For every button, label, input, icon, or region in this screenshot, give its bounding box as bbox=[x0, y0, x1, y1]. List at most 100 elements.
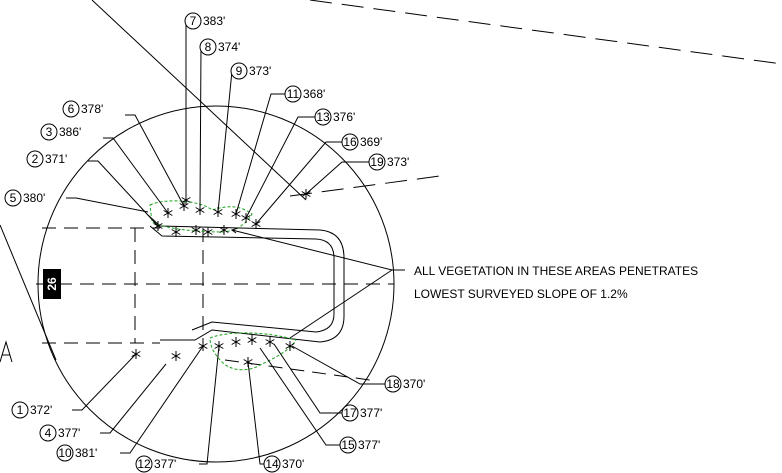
callout-circle-13 bbox=[314, 108, 332, 126]
callout-number-14: 14 bbox=[265, 457, 279, 471]
callout-15: 15 377' bbox=[339, 436, 380, 454]
callout-number-1: 1 bbox=[17, 403, 24, 417]
callout-16: 16 369' bbox=[341, 133, 382, 151]
callout-number-8: 8 bbox=[205, 40, 212, 54]
callout-elevation-16: 369' bbox=[360, 135, 382, 149]
callout-elevation-8: 374' bbox=[218, 40, 240, 54]
callout-number-16: 16 bbox=[343, 135, 357, 149]
callout-number-3: 3 bbox=[46, 125, 53, 139]
obstruction-marker bbox=[213, 207, 223, 217]
elevation-callouts: 7 383' 8 374' 9 373' 11 368' 1 3 376' 16 369' 19 373' 6… bbox=[4, 12, 425, 473]
callout-number-6: 6 bbox=[68, 102, 75, 116]
leader-line-16 bbox=[255, 141, 343, 225]
runway-number-box bbox=[43, 269, 61, 299]
leader-line-15 bbox=[259, 347, 341, 446]
callout-14: 14 370' bbox=[263, 455, 304, 473]
callout-circle-12 bbox=[135, 455, 153, 473]
vegetation-area-south bbox=[209, 332, 297, 371]
obstruction-marker bbox=[195, 205, 205, 215]
callout-7: 7 383' bbox=[184, 12, 225, 30]
callout-number-12: 12 bbox=[137, 457, 151, 471]
obstruction-marker bbox=[301, 189, 311, 199]
note-leader-north bbox=[231, 229, 405, 271]
callout-number-5: 5 bbox=[10, 191, 17, 205]
vegetation-note-line1: ALL VEGETATION IN THESE AREAS PENETRATES bbox=[414, 264, 698, 278]
callout-circle-14 bbox=[263, 455, 281, 473]
leader-line-19 bbox=[305, 161, 370, 195]
callout-elevation-15: 377' bbox=[358, 438, 380, 452]
callout-circle-15 bbox=[339, 436, 357, 454]
callout-elevation-4: 377' bbox=[58, 426, 80, 440]
callout-circle-1 bbox=[11, 401, 29, 419]
obstruction-marker bbox=[179, 201, 189, 211]
obstruction-marker bbox=[163, 208, 173, 218]
callout-9: 9 373' bbox=[230, 62, 271, 80]
runway-number: 26 bbox=[45, 277, 59, 291]
obstruction-marker bbox=[171, 351, 181, 361]
note-leader-south bbox=[289, 269, 393, 339]
leader-line-12 bbox=[199, 345, 220, 465]
callout-circle-18 bbox=[384, 375, 402, 393]
callout-number-18: 18 bbox=[386, 377, 400, 391]
callout-circle-10 bbox=[56, 444, 74, 462]
leader-line-8 bbox=[199, 46, 202, 211]
obstruction-marker bbox=[131, 349, 141, 359]
callout-circle-17 bbox=[341, 404, 359, 422]
callout-number-15: 15 bbox=[341, 438, 355, 452]
leader-line-14 bbox=[247, 361, 265, 465]
callout-elevation-2: 371' bbox=[45, 152, 67, 166]
leader-line-3 bbox=[103, 137, 169, 214]
callout-elevation-12: 377' bbox=[154, 457, 176, 471]
callout-circle-7 bbox=[184, 12, 202, 30]
obstruction-marker bbox=[231, 209, 241, 219]
leader-line-6 bbox=[125, 114, 185, 207]
callout-3: 3 386' bbox=[40, 123, 81, 141]
callout-circle-5 bbox=[4, 189, 22, 207]
obstruction-marker bbox=[171, 227, 181, 237]
callout-elevation-10: 381' bbox=[75, 446, 97, 460]
leader-line-17 bbox=[273, 343, 343, 414]
callout-6: 6 378' bbox=[62, 100, 103, 118]
callout-elevation-1: 372' bbox=[30, 403, 52, 417]
obstruction-marker bbox=[198, 341, 208, 351]
callout-circle-11 bbox=[284, 85, 302, 103]
leader-line-9 bbox=[217, 70, 233, 213]
callout-1: 1 372' bbox=[11, 401, 52, 419]
obstruction-marker bbox=[181, 195, 191, 205]
callout-number-10: 10 bbox=[58, 446, 72, 460]
obstruction-marker bbox=[153, 221, 163, 231]
obstruction-marker bbox=[243, 357, 253, 367]
obstruction-marker bbox=[203, 227, 213, 237]
obstruction-markers bbox=[131, 189, 311, 367]
note-leader-arrow bbox=[230, 227, 239, 234]
leader-line-1 bbox=[72, 353, 137, 411]
leader-line-5 bbox=[66, 197, 149, 213]
callout-circle-16 bbox=[341, 133, 359, 151]
runway-end-outline bbox=[147, 214, 345, 343]
callout-elevation-6: 378' bbox=[81, 102, 103, 116]
callout-18: 18 370' bbox=[384, 375, 425, 393]
callout-8: 8 374' bbox=[199, 38, 240, 56]
diagonal-sight-line bbox=[91, 0, 307, 201]
obstruction-marker bbox=[247, 335, 257, 345]
callout-10: 10 381' bbox=[56, 444, 97, 462]
callout-number-11: 11 bbox=[287, 87, 300, 101]
leader-line-10 bbox=[120, 345, 204, 454]
callout-circle-4 bbox=[39, 424, 57, 442]
partial-letter-a bbox=[0, 340, 13, 363]
callout-elevation-3: 386' bbox=[59, 125, 81, 139]
obstruction-marker bbox=[265, 337, 275, 347]
leader-line-4 bbox=[100, 363, 167, 434]
callout-number-19: 19 bbox=[370, 155, 384, 169]
callout-circle-3 bbox=[40, 123, 58, 141]
callout-elevation-14: 370' bbox=[282, 457, 304, 471]
callout-elevation-13: 376' bbox=[333, 110, 355, 124]
callout-elevation-5: 380' bbox=[23, 191, 45, 205]
runway-inner-outline bbox=[149, 225, 335, 333]
callout-19: 19 373' bbox=[368, 153, 409, 171]
callout-11: 11 368' bbox=[284, 85, 325, 103]
obstruction-marker bbox=[231, 337, 241, 347]
leader-line-2 bbox=[88, 160, 159, 227]
obstruction-marker bbox=[251, 219, 261, 229]
callout-12: 12 377' bbox=[135, 455, 176, 473]
